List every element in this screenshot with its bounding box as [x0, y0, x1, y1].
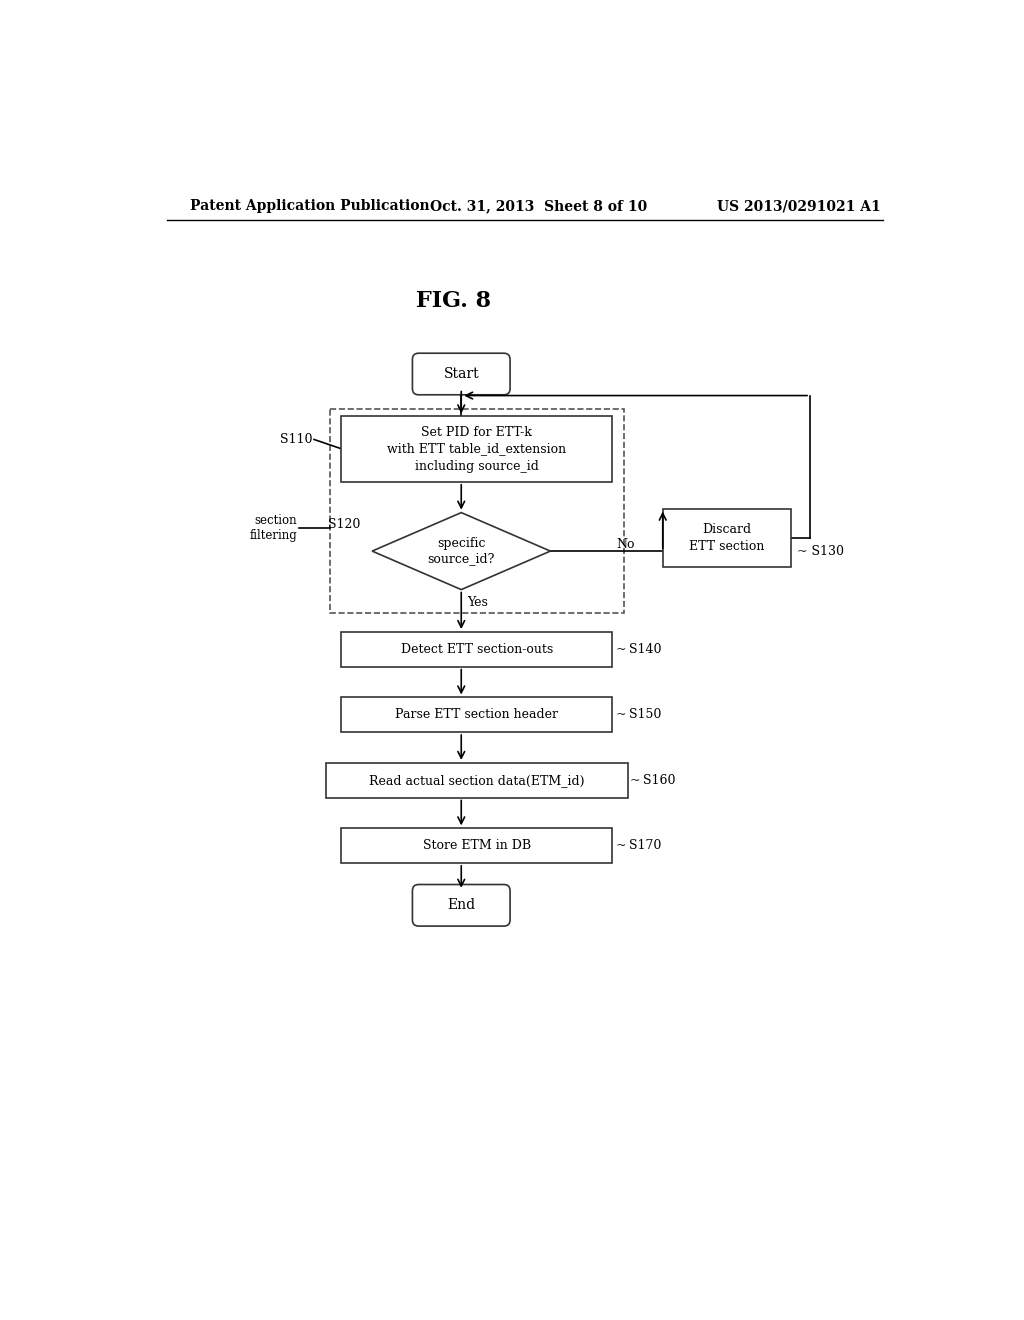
FancyBboxPatch shape [413, 354, 510, 395]
FancyBboxPatch shape [341, 416, 612, 482]
Polygon shape [372, 512, 550, 590]
Text: section
filtering: section filtering [249, 513, 297, 543]
Text: Patent Application Publication: Patent Application Publication [190, 199, 430, 213]
Text: Yes: Yes [467, 595, 488, 609]
Text: specific
source_id?: specific source_id? [428, 537, 495, 565]
FancyBboxPatch shape [341, 829, 612, 863]
Text: Parse ETT section header: Parse ETT section header [395, 709, 558, 721]
FancyBboxPatch shape [663, 508, 791, 566]
Text: Read actual section data(ETM_id): Read actual section data(ETM_id) [369, 774, 585, 787]
Text: ~ S150: ~ S150 [616, 709, 662, 721]
FancyBboxPatch shape [341, 632, 612, 667]
Text: S120: S120 [328, 519, 360, 532]
Text: Set PID for ETT-k
with ETT table_id_extension
including source_id: Set PID for ETT-k with ETT table_id_exte… [387, 425, 566, 473]
Text: ~ S170: ~ S170 [616, 840, 662, 853]
Text: FIG. 8: FIG. 8 [416, 290, 492, 312]
FancyBboxPatch shape [326, 763, 628, 797]
Text: Start: Start [443, 367, 479, 381]
Text: ~ S160: ~ S160 [630, 774, 676, 787]
Text: US 2013/0291021 A1: US 2013/0291021 A1 [717, 199, 881, 213]
Text: ~ S130: ~ S130 [797, 545, 844, 558]
Text: Oct. 31, 2013  Sheet 8 of 10: Oct. 31, 2013 Sheet 8 of 10 [430, 199, 647, 213]
Text: Detect ETT section-outs: Detect ETT section-outs [400, 643, 553, 656]
Text: Discard
ETT section: Discard ETT section [689, 523, 764, 553]
Text: Store ETM in DB: Store ETM in DB [423, 840, 530, 853]
Text: ~ S140: ~ S140 [616, 643, 662, 656]
FancyBboxPatch shape [341, 697, 612, 733]
Text: End: End [447, 899, 475, 912]
Text: S110: S110 [280, 433, 312, 446]
FancyBboxPatch shape [413, 884, 510, 927]
Text: No: No [616, 539, 635, 552]
